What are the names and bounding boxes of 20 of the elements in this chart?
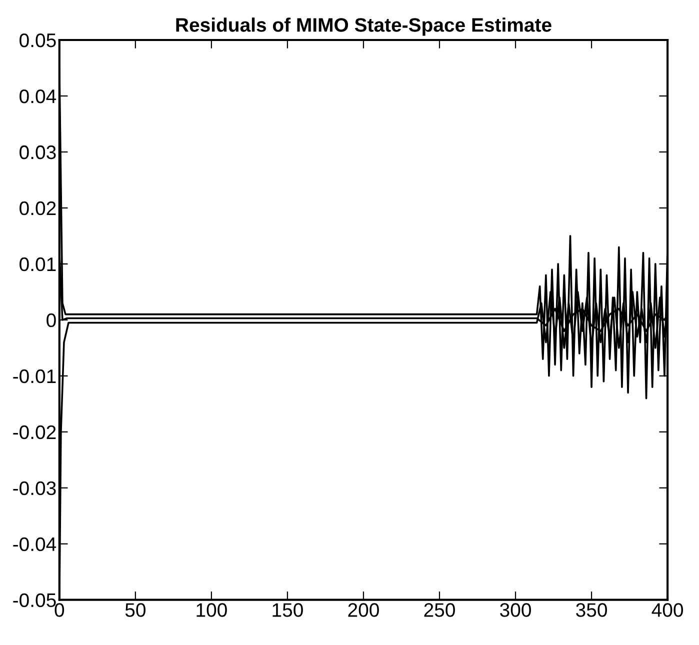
y-tick-label: -0.03 [13, 481, 56, 496]
x-tick-label: 100 [196, 603, 227, 617]
y-tick-label: 0.02 [20, 201, 56, 216]
x-tick-label: 150 [272, 603, 303, 617]
y-tick-label: 0.05 [20, 33, 56, 48]
x-tick-label: 50 [125, 603, 146, 617]
y-tick-label: -0.04 [13, 537, 56, 552]
chart-title: Residuals of MIMO State-Space Estimate [176, 18, 552, 36]
x-tick-label: 400 [652, 603, 684, 617]
y-tick-label: -0.01 [13, 369, 56, 384]
y-tick-label: -0.05 [13, 593, 56, 608]
y-tick-label: -0.02 [13, 425, 56, 440]
x-tick-label: 350 [576, 603, 607, 617]
x-tick-label: 200 [348, 603, 379, 617]
y-tick-label: 0.04 [20, 89, 56, 104]
y-tick-label: 0.01 [20, 257, 56, 272]
x-tick-label: 250 [424, 603, 455, 617]
y-tick-label: 0.03 [20, 145, 56, 160]
x-tick-label: 300 [500, 603, 531, 617]
y-tick-label: 0 [46, 313, 56, 328]
